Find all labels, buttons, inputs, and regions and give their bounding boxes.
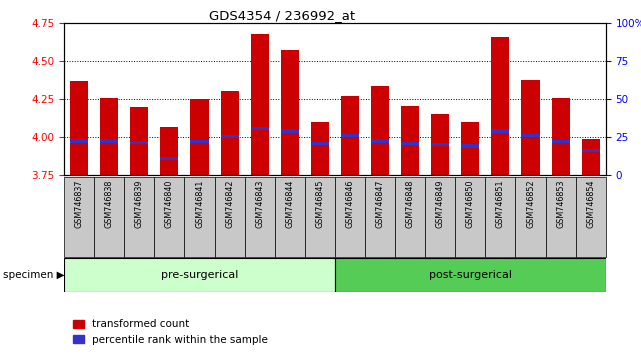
Bar (401, 142, 419, 145)
Bar (492, 38, 510, 175)
Text: specimen ▶: specimen ▶ (3, 270, 65, 280)
Bar (551, 98, 570, 175)
Bar (70, 81, 88, 175)
Bar (551, 140, 570, 143)
FancyBboxPatch shape (455, 177, 485, 257)
Bar (251, 127, 269, 131)
FancyBboxPatch shape (215, 177, 245, 257)
FancyBboxPatch shape (124, 177, 154, 257)
Bar (130, 141, 148, 144)
Legend: transformed count, percentile rank within the sample: transformed count, percentile rank withi… (69, 315, 272, 349)
FancyBboxPatch shape (94, 177, 124, 257)
Bar (190, 99, 208, 175)
Bar (160, 156, 178, 160)
Text: pre-surgerical: pre-surgerical (161, 270, 238, 280)
Bar (160, 126, 178, 175)
Bar (311, 142, 329, 145)
Text: GSM746853: GSM746853 (556, 179, 565, 228)
Bar (522, 80, 540, 175)
Bar (581, 149, 600, 152)
Bar (371, 139, 389, 143)
FancyBboxPatch shape (425, 177, 455, 257)
Bar (311, 122, 329, 175)
FancyBboxPatch shape (64, 258, 335, 292)
Text: GSM746837: GSM746837 (74, 179, 83, 228)
Bar (221, 91, 238, 175)
Text: GSM746842: GSM746842 (225, 179, 234, 228)
Bar (341, 96, 359, 175)
Bar (130, 107, 148, 175)
Text: GSM746847: GSM746847 (376, 179, 385, 228)
Bar (371, 86, 389, 175)
FancyBboxPatch shape (335, 177, 365, 257)
Text: GSM746838: GSM746838 (104, 179, 113, 228)
Bar (522, 134, 540, 137)
Text: GSM746854: GSM746854 (587, 179, 595, 228)
Bar (251, 34, 269, 175)
FancyBboxPatch shape (485, 177, 515, 257)
FancyBboxPatch shape (64, 177, 94, 257)
Bar (431, 143, 449, 147)
Bar (492, 130, 510, 133)
Text: GDS4354 / 236992_at: GDS4354 / 236992_at (209, 9, 355, 22)
FancyBboxPatch shape (275, 177, 305, 257)
FancyBboxPatch shape (335, 258, 606, 292)
Text: GSM746839: GSM746839 (135, 179, 144, 228)
Text: post-surgerical: post-surgerical (429, 270, 512, 280)
Bar (462, 144, 479, 148)
Bar (401, 106, 419, 175)
Text: GSM746840: GSM746840 (165, 179, 174, 228)
Text: GSM746841: GSM746841 (195, 179, 204, 228)
FancyBboxPatch shape (515, 177, 545, 257)
Text: GSM746844: GSM746844 (285, 179, 294, 228)
Text: GSM746843: GSM746843 (255, 179, 264, 228)
Bar (462, 122, 479, 175)
Bar (70, 139, 88, 143)
FancyBboxPatch shape (545, 177, 576, 257)
Bar (281, 50, 299, 175)
Bar (100, 139, 118, 143)
FancyBboxPatch shape (154, 177, 185, 257)
FancyBboxPatch shape (185, 177, 215, 257)
Bar (341, 134, 359, 137)
FancyBboxPatch shape (576, 177, 606, 257)
Text: GSM746845: GSM746845 (315, 179, 324, 228)
Bar (221, 135, 238, 138)
FancyBboxPatch shape (245, 177, 275, 257)
Bar (281, 130, 299, 133)
Bar (581, 139, 600, 175)
Bar (100, 98, 118, 175)
FancyBboxPatch shape (395, 177, 425, 257)
Bar (431, 114, 449, 175)
Text: GSM746848: GSM746848 (406, 179, 415, 228)
Text: GSM746849: GSM746849 (436, 179, 445, 228)
FancyBboxPatch shape (365, 177, 395, 257)
FancyBboxPatch shape (305, 177, 335, 257)
Text: GSM746846: GSM746846 (345, 179, 354, 228)
Text: GSM746850: GSM746850 (466, 179, 475, 228)
Text: GSM746851: GSM746851 (496, 179, 505, 228)
Text: GSM746852: GSM746852 (526, 179, 535, 228)
Bar (190, 140, 208, 143)
